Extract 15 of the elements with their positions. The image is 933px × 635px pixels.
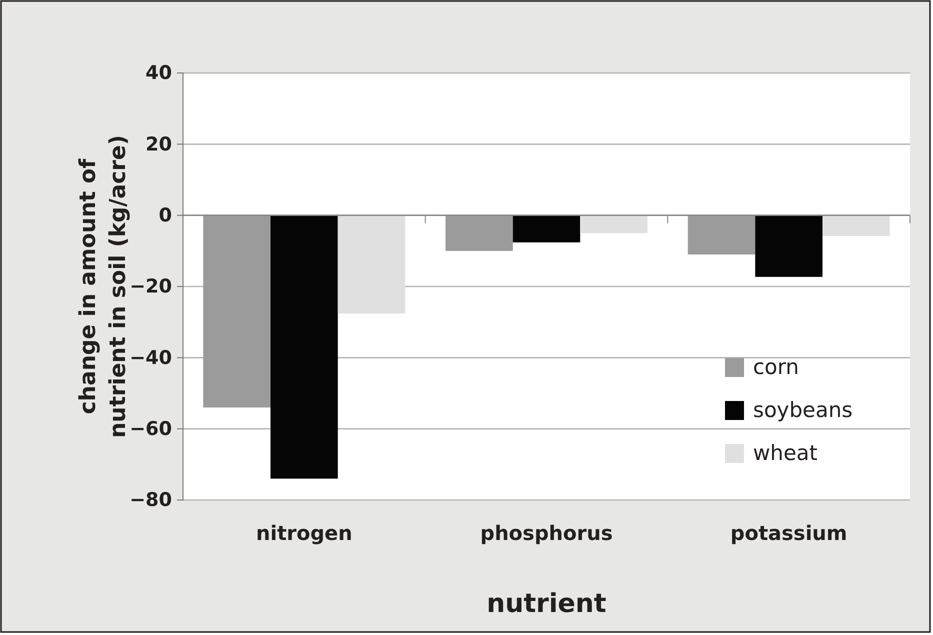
y-tick-label: −60 (130, 418, 172, 440)
x-axis-title: nutrient (486, 589, 606, 619)
legend-label: wheat (753, 441, 818, 465)
y-tick-label: −20 (130, 276, 172, 298)
y-tick-label: 0 (158, 204, 172, 226)
y-tick-label: 20 (146, 133, 172, 156)
x-tick-label: nitrogen (256, 521, 352, 545)
y-tick-label: −80 (130, 489, 172, 512)
x-tick-label: potassium (730, 521, 848, 545)
legend-label: corn (753, 355, 799, 379)
y-tick-label: −40 (130, 346, 172, 369)
legend-label: soybeans (753, 398, 853, 422)
y-axis-title: change in amount of nutrient in soil (kg/acre) (76, 135, 131, 438)
y-tick-label: 40 (146, 62, 172, 84)
x-tick-label: phosphorus (480, 521, 613, 545)
